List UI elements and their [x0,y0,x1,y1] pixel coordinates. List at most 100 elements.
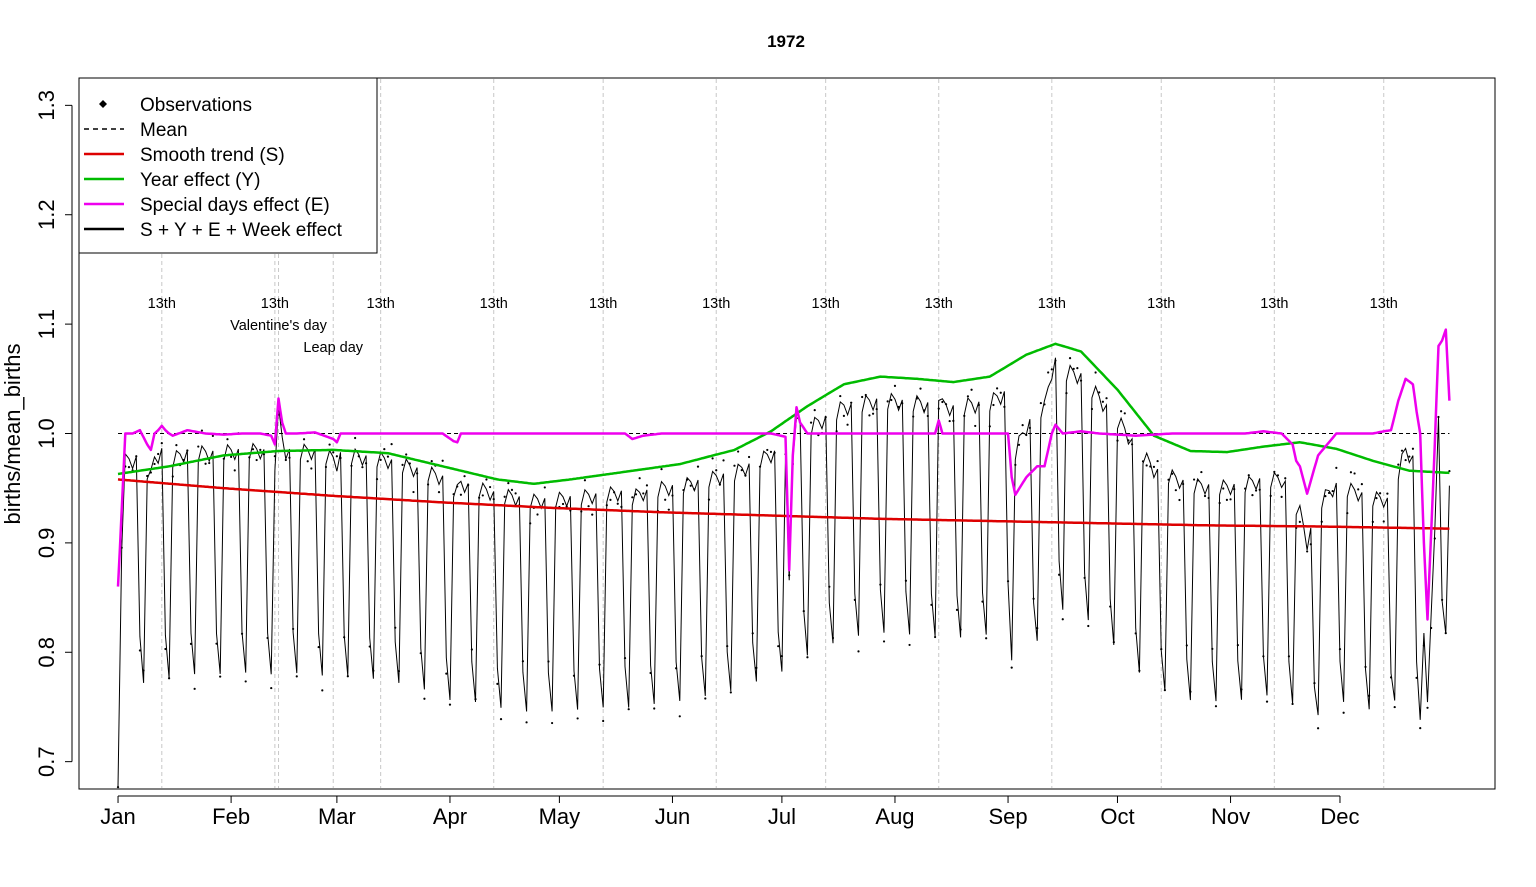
observation-point [1251,494,1254,497]
observation-point [525,721,528,724]
observation-point [485,478,488,481]
observation-point [157,452,160,456]
observation-point [1061,618,1064,621]
observation-point [955,608,959,611]
observation-point [361,466,364,469]
annotation-label: 13th [148,296,176,312]
annotation-label: 13th [367,296,395,312]
observation-point [857,650,860,653]
observation-point [259,448,262,451]
observation-point [306,460,309,463]
observation-point [193,687,196,690]
observation-point [401,463,404,466]
observation-point [678,715,681,718]
observation-point [974,424,977,428]
annotation-layer: 13th 13th 13th 13th 13th 13th 13th 13th 13th 13th… [148,296,1398,356]
annotation-label: 13th [1370,296,1398,312]
x-tick-label: Sep [988,804,1027,829]
annotation-label: 13th [1147,296,1175,312]
series-layer [116,328,1451,787]
observation-point [1382,520,1385,523]
observation-point [1047,371,1050,374]
observation-point [1225,498,1229,502]
annotation-label: 13th [589,296,617,312]
observation-point [722,459,725,462]
observation-point [390,442,393,446]
observation-point [886,400,889,403]
observation-point [602,719,605,723]
observation-point [733,464,736,467]
observation-point [1404,458,1407,462]
observation-point [448,703,452,706]
legend-swatch-observations [99,100,107,108]
observation-point [1192,478,1196,481]
observation-point [616,502,619,505]
observation-point [1360,483,1363,486]
legend-label: Year effect (Y) [140,170,260,191]
observation-point [1247,474,1250,477]
observation-point [270,686,273,690]
observation-point [645,484,649,487]
observation-point [1342,711,1345,714]
observation-point [219,675,222,678]
observation-point [1400,449,1404,452]
observation-point [1393,705,1396,709]
observation-point [386,455,390,458]
observation-point [204,462,207,465]
observation-point [208,461,211,465]
observation-point [660,468,663,471]
observation-point [583,479,587,482]
observation-point [383,447,386,451]
observation-point [667,508,670,511]
observation-point [1098,391,1101,394]
x-tick-label: Nov [1211,804,1250,829]
annotation-label: 13th [480,296,508,312]
observation-point [1152,465,1156,468]
observation-point [317,645,320,649]
observation-point [430,460,433,463]
y-tick-label: 1.2 [34,199,59,230]
observation-point [405,453,408,456]
observation-point [842,414,846,417]
observation-point [711,457,714,460]
annotation-label: Valentine's day [230,318,328,334]
legend-label: S + Y + E + Week effect [140,220,343,241]
observation-point [127,465,131,469]
series-line-year-effect [117,342,1450,486]
observation-point [514,492,517,495]
observation-point [806,656,809,659]
observation-point [536,513,539,516]
observation-point [561,502,565,506]
observation-point [167,677,171,680]
observation-point [696,465,700,468]
observation-point [481,494,484,497]
observation-point [328,443,331,446]
observation-point [766,448,769,452]
observation-point [1222,487,1225,490]
observation-point [164,647,167,651]
observation-point [153,462,156,466]
y-tick-label: 1.0 [34,418,59,449]
y-tick-label: 0.8 [34,637,59,668]
chart-title: 1972 [767,32,805,51]
y-tick-label: 0.7 [34,746,59,777]
observation-point [379,458,382,461]
observation-point [1087,624,1090,628]
observation-point [1353,472,1356,475]
observation-point [200,429,204,432]
legend-label: Observations [140,95,252,116]
observation-point [507,482,510,485]
observation-point [850,401,853,404]
observation-point [116,786,120,789]
observation-point [175,443,178,447]
observation-point [543,486,546,489]
observation-point [999,391,1002,394]
annotation-label: 13th [925,296,953,312]
observation-point [412,490,415,494]
observation-point [996,387,999,390]
observation-point [244,680,247,683]
observation-point [310,467,313,470]
observation-point [226,438,229,441]
observation-point [948,419,951,423]
